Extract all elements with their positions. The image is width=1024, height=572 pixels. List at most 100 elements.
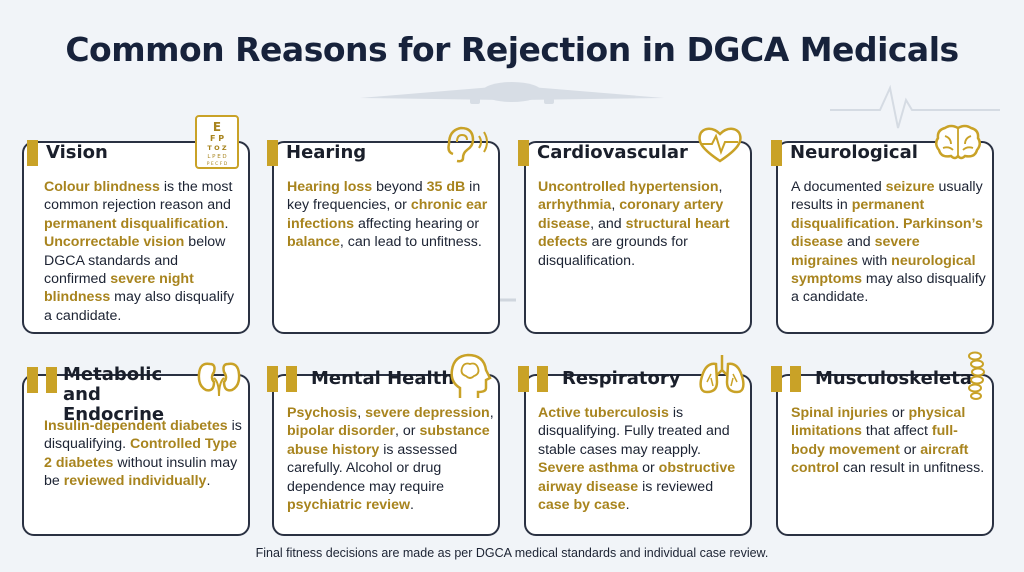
body-text: . (206, 473, 211, 490)
card-neurological (776, 141, 994, 334)
card-body-respiratory: Active tuberculosis is disqualifying. Fu… (538, 404, 748, 514)
card-title-cardiovascular: Cardiovascular (537, 142, 688, 163)
highlighted-term: structural heart defects (538, 215, 730, 251)
card-body-neurological: A documented seizure usually results in … (791, 178, 989, 307)
heart-pulse-icon (698, 127, 742, 163)
highlighted-term: full-body movement (791, 423, 958, 458)
highlighted-term: arrhythmia (538, 197, 612, 214)
highlighted-term: Spinal injuries (791, 405, 888, 421)
body-text: . (224, 215, 229, 232)
body-text: , can lead to unfitness. (339, 234, 482, 251)
body-text: A documented (791, 179, 886, 195)
highlighted-term: severe migraines (791, 234, 920, 269)
highlighted-term: substance abuse history (287, 423, 490, 458)
body-text: may also disqualify a candidate. (44, 289, 235, 324)
body-text: , and (590, 215, 626, 232)
card-mental-health (272, 374, 500, 536)
body-text: , or (395, 423, 420, 440)
card-header-musculoskeletal: Musculoskeletal (771, 364, 978, 394)
highlighted-term: Active tuberculosis (538, 405, 669, 421)
body-text: are grounds for disqualification. (538, 234, 688, 269)
card-musculoskeletal (776, 374, 994, 536)
highlighted-term: 35 dB (426, 179, 466, 195)
card-title-musculoskeletal: Musculoskeletal (815, 368, 979, 389)
body-text: , (357, 405, 366, 421)
body-text: . (410, 497, 414, 514)
eye-chart-line: P E C F D (207, 161, 228, 167)
body-text: is assessed carefully. Alcohol or drug d… (287, 441, 458, 495)
card-body-cardiovascular: Uncontrolled hypertension, arrhythmia, c… (538, 178, 746, 270)
card-header-mental-health: Mental Health (267, 364, 454, 394)
body-text: without insulin may be (44, 454, 238, 490)
highlighted-term: reviewed individually (63, 473, 207, 490)
body-text: below DGCA standards and confirmed (44, 234, 226, 288)
body-text: or (638, 460, 659, 477)
highlighted-term: bipolar disorder (287, 423, 395, 440)
highlighted-term: severe night blindness (44, 271, 194, 306)
body-text: . (895, 215, 903, 232)
highlighted-term: psychiatric review (287, 497, 411, 514)
card-cardiovascular (524, 141, 752, 334)
spine-icon (968, 351, 985, 400)
highlighted-term: neurological symptoms (791, 252, 976, 288)
highlighted-term: permanent disqualification (44, 215, 225, 232)
card-title-hearing: Hearing (286, 142, 367, 163)
body-text: and (843, 234, 875, 251)
highlighted-term: physical limitations (791, 405, 966, 440)
body-text: , (489, 405, 494, 421)
accent-bar (267, 366, 278, 392)
accent-bar (27, 367, 38, 393)
highlighted-term: Insulin-dependent diabetes (44, 418, 228, 434)
lungs-icon (699, 355, 745, 394)
highlighted-term: Psychosis (287, 405, 358, 421)
card-title-neurological: Neurological (790, 142, 918, 163)
highlighted-term: chronic ear infections (287, 197, 488, 232)
highlighted-term: permanent disqualification (791, 197, 925, 232)
brain-icon (935, 124, 981, 160)
body-text: is disqualifying. Fully treated and stab… (538, 405, 730, 458)
highlighted-term: case by case (538, 497, 626, 514)
accent-bar (518, 140, 529, 166)
card-title-metabolic: Metabolic and Endocrine (63, 364, 165, 425)
card-body-hearing: Hearing loss beyond 35 dB in key frequen… (287, 178, 492, 252)
card-header-cardiovascular: Cardiovascular (518, 138, 688, 168)
body-text: may also disqualify a candidate. (791, 271, 986, 306)
highlighted-term: Controlled Type 2 diabetes (44, 436, 237, 471)
card-title-mental-health: Mental Health (311, 368, 455, 389)
accent-bar (27, 140, 38, 166)
accent-bar (771, 140, 782, 166)
accent-bar (518, 366, 529, 392)
card-header-vision: Vision (27, 138, 108, 168)
ear-icon (447, 126, 488, 163)
highlighted-term: severe depression (365, 405, 490, 421)
eye-chart-line: E (213, 120, 221, 134)
airplane-watermark-icon (360, 82, 664, 104)
footer-note: Final fitness decisions are made as per … (255, 546, 769, 560)
card-header-metabolic: Metabolic and Endocrine (27, 365, 203, 425)
body-text: . (625, 497, 630, 514)
body-text: or (899, 441, 921, 458)
body-text: is disqualifying. (44, 418, 242, 453)
card-header-hearing: Hearing (267, 138, 366, 168)
card-title-respiratory: Respiratory (562, 368, 681, 389)
body-text: usually results in (791, 179, 983, 214)
card-body-mental-health: Psychosis, severe depression, bipolar di… (287, 404, 497, 514)
page-title: Common Reasons for Rejection in DGCA Med… (65, 30, 959, 69)
highlighted-term: obstructive airway disease (538, 460, 736, 495)
highlighted-term: Uncorrectable vision (44, 234, 185, 251)
body-text: is the most common rejection reason and (44, 179, 233, 214)
highlighted-term: coronary artery disease (538, 197, 724, 232)
card-metabolic (22, 374, 250, 536)
highlighted-term: seizure (885, 179, 935, 195)
card-vision (22, 141, 250, 334)
body-text: , (718, 179, 723, 195)
highlighted-term: Hearing loss (287, 179, 373, 195)
card-respiratory (524, 374, 752, 536)
eye-chart-line: F P (210, 134, 224, 143)
card-hearing (272, 141, 500, 334)
eye-chart-line: L P E D (207, 154, 226, 160)
accent-bar (46, 367, 57, 393)
highlighted-term: Parkinson’s disease (791, 215, 983, 251)
highlighted-term: balance (287, 234, 340, 251)
body-text: that affect (861, 423, 932, 440)
